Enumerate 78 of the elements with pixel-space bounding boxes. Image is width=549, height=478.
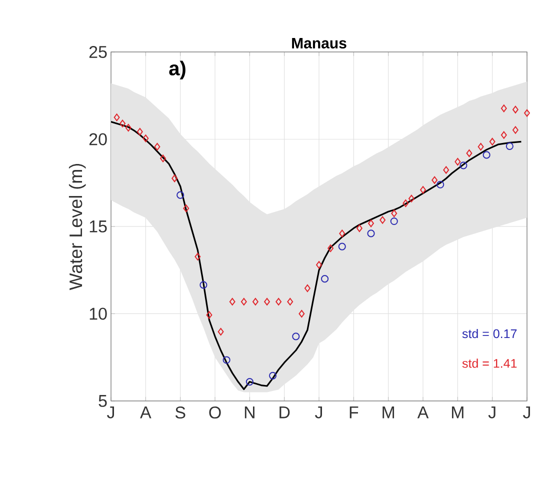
x-tick-label: O bbox=[209, 406, 221, 419]
y-tick-label: 15 bbox=[90, 220, 107, 232]
x-tick-label: J bbox=[523, 406, 530, 418]
point bbox=[436, 180, 444, 188]
chart-title: Manaus bbox=[292, 38, 346, 48]
point bbox=[482, 151, 490, 159]
annotation: std = 0.17 bbox=[462, 328, 517, 338]
point bbox=[304, 284, 310, 292]
point bbox=[194, 252, 201, 260]
point bbox=[229, 298, 236, 306]
point bbox=[264, 298, 270, 306]
point bbox=[120, 120, 126, 128]
x-tick-label: A bbox=[417, 406, 429, 418]
point bbox=[114, 114, 120, 122]
point bbox=[489, 138, 496, 146]
point bbox=[276, 298, 282, 306]
point bbox=[443, 166, 450, 174]
point bbox=[506, 142, 514, 150]
point bbox=[460, 162, 468, 170]
point bbox=[206, 311, 212, 319]
point bbox=[328, 244, 334, 252]
x-tick-label: D bbox=[280, 406, 290, 418]
x-tick-label: S bbox=[175, 406, 186, 419]
point bbox=[298, 310, 305, 318]
point bbox=[246, 378, 254, 386]
y-tick-label: 20 bbox=[89, 133, 107, 146]
point bbox=[338, 242, 346, 250]
point bbox=[420, 186, 426, 194]
point bbox=[524, 109, 530, 117]
point bbox=[320, 275, 329, 283]
point bbox=[402, 199, 409, 208]
y-axis-title: Water Level (m) bbox=[68, 164, 86, 290]
x-tick-label: M bbox=[382, 406, 394, 418]
point bbox=[432, 176, 438, 184]
point bbox=[478, 142, 484, 151]
x-tick-label: F bbox=[350, 406, 358, 418]
point bbox=[500, 131, 507, 139]
y-tick-label: 25 bbox=[89, 46, 107, 58]
x-tick-label: J bbox=[107, 406, 114, 418]
point bbox=[408, 194, 414, 202]
point bbox=[154, 142, 160, 151]
point bbox=[292, 332, 300, 340]
point bbox=[356, 224, 362, 232]
point bbox=[512, 126, 518, 134]
point bbox=[339, 230, 346, 238]
point bbox=[172, 174, 178, 182]
point bbox=[240, 298, 247, 306]
point bbox=[287, 298, 294, 306]
point bbox=[136, 128, 143, 136]
x-tick-label: J bbox=[315, 406, 322, 418]
point bbox=[368, 220, 374, 228]
x-tick-label: J bbox=[488, 406, 496, 418]
point bbox=[222, 356, 230, 364]
y-tick-label: 5 bbox=[98, 395, 107, 407]
point bbox=[252, 298, 258, 306]
point bbox=[268, 372, 277, 380]
point bbox=[380, 216, 386, 224]
point bbox=[500, 104, 507, 112]
y-tick-label: 10 bbox=[90, 308, 107, 320]
x-tick-label: N bbox=[244, 406, 254, 418]
point bbox=[200, 281, 208, 289]
point bbox=[316, 261, 322, 269]
point bbox=[160, 154, 166, 162]
point bbox=[466, 149, 472, 157]
annotation: a) bbox=[169, 60, 186, 80]
point bbox=[183, 204, 190, 212]
x-tick-label: M bbox=[452, 406, 464, 418]
point bbox=[125, 124, 132, 132]
point bbox=[367, 230, 375, 238]
annotation: std = 1.41 bbox=[462, 358, 517, 368]
point bbox=[391, 210, 398, 218]
point bbox=[176, 191, 184, 199]
point bbox=[512, 106, 518, 114]
point bbox=[454, 158, 461, 166]
x-tick-label: A bbox=[140, 406, 152, 418]
point bbox=[390, 217, 398, 226]
point bbox=[142, 134, 149, 142]
point bbox=[218, 328, 224, 336]
